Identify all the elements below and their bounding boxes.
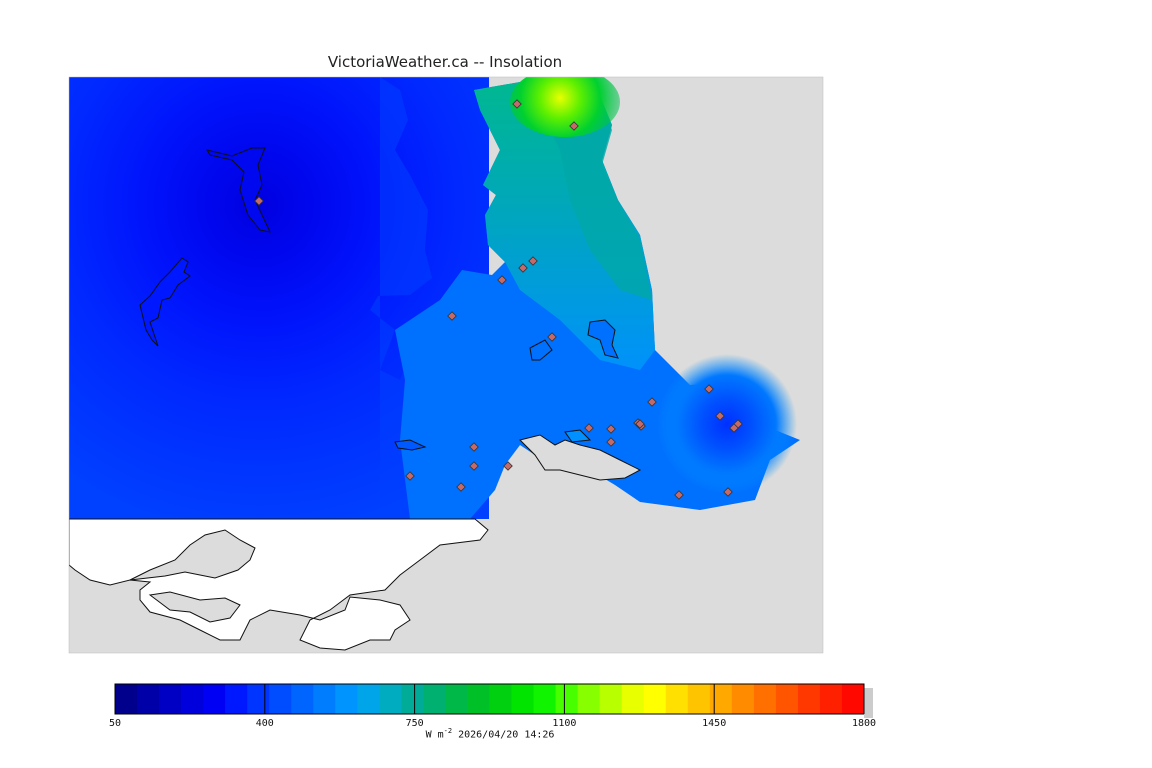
colorbar-cell	[401, 684, 424, 714]
colorbar-cell	[203, 684, 226, 714]
timestamp: 2026/04/20 14:26	[458, 729, 555, 741]
inlet-1	[564, 429, 592, 443]
colorbar-cell	[753, 684, 777, 714]
ocean-field-east-green	[540, 100, 652, 300]
station-marker	[723, 487, 733, 497]
station-marker	[497, 275, 507, 285]
station-marker	[704, 384, 714, 394]
colorbar-cell	[577, 684, 601, 714]
map-frame	[68, 76, 824, 654]
station-marker	[405, 471, 415, 481]
colorbar-cell	[819, 684, 843, 714]
island-small-1	[394, 439, 427, 451]
colorbar-cell	[665, 684, 689, 714]
units-label: W m	[425, 729, 444, 741]
colorbar-tick-label: 1800	[852, 718, 876, 729]
station-marker	[635, 419, 645, 429]
station-marker	[606, 437, 616, 447]
station-marker	[254, 196, 264, 206]
colorbar-cell	[687, 684, 711, 714]
ocean-field-east-upper	[474, 82, 655, 370]
island-southwest-2	[148, 591, 241, 623]
colorbar-cell	[335, 684, 358, 714]
water-southwest	[69, 518, 489, 651]
station-marker	[606, 424, 616, 434]
colorbar-cell	[159, 684, 182, 714]
colorbar-cell	[423, 684, 446, 714]
station-marker	[503, 461, 513, 471]
colorbar-cell	[621, 684, 645, 714]
island-southwest	[129, 529, 256, 581]
colorbar-shadow	[864, 688, 873, 718]
colorbar-cell	[225, 684, 248, 714]
colorbar-cell	[511, 684, 535, 714]
colorbar-cell	[555, 684, 579, 714]
station-marker	[674, 490, 684, 500]
island-west-2	[139, 257, 191, 347]
station-marker	[569, 121, 579, 131]
island-small-2	[529, 339, 553, 361]
colorbar-cell	[841, 684, 865, 714]
colorbar-cell	[181, 684, 204, 714]
colorbar-ticks: 50 400 750 1100 1450 1800	[109, 684, 876, 729]
colorbar-cell	[797, 684, 821, 714]
colorbar-cell	[445, 684, 468, 714]
units-exponent: -2	[443, 727, 453, 735]
colorbar-tick-label: 750	[406, 718, 424, 729]
colorbar-cell	[489, 684, 513, 714]
island-west-1	[205, 147, 271, 233]
colorbar-cell	[643, 684, 667, 714]
station-markers	[254, 99, 743, 500]
colorbar-cell	[599, 684, 623, 714]
colorbar-cell	[291, 684, 314, 714]
station-marker	[584, 423, 594, 433]
colorbar-cell	[313, 684, 336, 714]
colorbar-cell	[379, 684, 402, 714]
colorbar-tick-label: 400	[256, 718, 274, 729]
station-marker	[647, 397, 657, 407]
colorbar-tick-label: 50	[109, 718, 121, 729]
station-marker	[715, 411, 725, 421]
colorbar-cell	[269, 684, 292, 714]
hotspot-north	[510, 77, 620, 137]
station-marker	[456, 482, 466, 492]
colorbar-cell	[247, 684, 270, 714]
colorbar-cell	[137, 684, 160, 714]
station-marker	[512, 99, 522, 109]
colorbar-cell	[709, 684, 733, 714]
colorbar-tick-label: 1100	[552, 718, 576, 729]
peninsula-land	[519, 434, 642, 481]
station-marker	[469, 442, 479, 452]
island-lagoon	[587, 319, 619, 359]
colorbar-cell	[115, 684, 138, 714]
colorbar-cells	[114, 683, 865, 715]
colorbar-units: W m-2 2026/04/20 14:26	[0, 727, 980, 740]
station-marker	[447, 311, 457, 321]
colorbar-cell	[775, 684, 799, 714]
station-marker	[547, 332, 557, 342]
map-title: VictoriaWeather.ca -- Insolation	[327, 53, 563, 71]
colorbar-cell	[357, 684, 380, 714]
low-east	[657, 354, 797, 494]
station-marker	[469, 461, 479, 471]
colorbar-cell	[467, 684, 490, 714]
station-marker	[729, 423, 739, 433]
station-marker	[528, 256, 538, 266]
station-marker	[518, 263, 528, 273]
colorbar-tick-label: 1450	[702, 718, 726, 729]
colorbar-cell	[533, 684, 557, 714]
colorbar-cell	[731, 684, 755, 714]
